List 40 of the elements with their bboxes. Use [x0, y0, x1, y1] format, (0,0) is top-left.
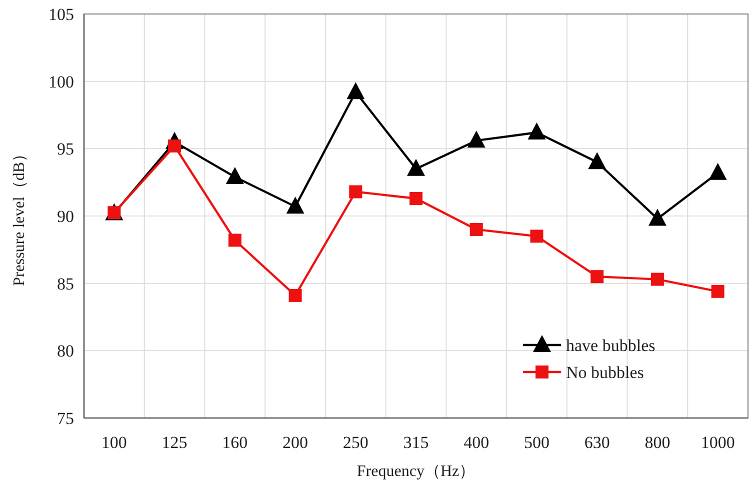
- point: [528, 122, 546, 140]
- x-tick-label: 800: [644, 433, 670, 452]
- y-tick-label: 75: [57, 409, 74, 428]
- point: [407, 158, 425, 176]
- y-tick-label: 85: [57, 274, 74, 294]
- x-axis-title: Frequency（Hz）: [356, 463, 476, 480]
- x-tick-label: 250: [342, 433, 368, 452]
- point: [410, 192, 422, 205]
- x-tick-label: 200: [282, 433, 308, 452]
- point: [286, 196, 304, 214]
- x-tick-label: 315: [403, 433, 429, 452]
- x-tick-label: 400: [464, 433, 490, 452]
- point: [648, 208, 666, 226]
- x-tick-label: 630: [584, 433, 610, 452]
- legend-label: No bubbles: [566, 363, 644, 382]
- y-tick-label: 90: [57, 207, 74, 226]
- point: [228, 234, 242, 247]
- point: [288, 288, 302, 302]
- point: [590, 270, 604, 284]
- point: [708, 162, 727, 180]
- x-tick-label: 160: [222, 433, 248, 452]
- point: [226, 166, 244, 184]
- legend-label: have bubbles: [566, 336, 656, 355]
- point: [349, 185, 362, 198]
- point: [530, 230, 544, 243]
- point: [470, 222, 483, 236]
- x-tick-label: 100: [101, 433, 127, 452]
- point: [588, 152, 606, 170]
- x-tick-label: 500: [524, 433, 550, 452]
- y-tick-label: 80: [57, 342, 74, 361]
- point: [467, 130, 486, 148]
- y-tick-label: 95: [57, 140, 74, 159]
- x-tick-label: 1000: [700, 433, 735, 452]
- y-tick-label: 100: [48, 72, 74, 92]
- y-axis-title: Pressure level（dB）: [11, 146, 28, 286]
- point: [346, 82, 365, 100]
- y-tick-label: 105: [48, 5, 74, 24]
- point: [650, 272, 664, 286]
- point: [711, 284, 724, 298]
- x-tick-label: 125: [162, 433, 188, 452]
